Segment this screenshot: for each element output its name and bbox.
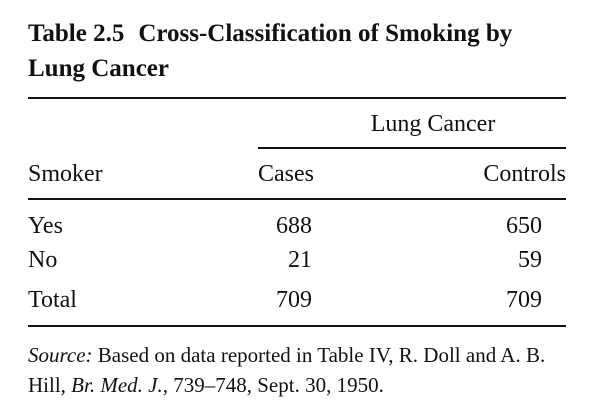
source-prefix: Source: — [28, 343, 93, 367]
cell-cases: 21 — [288, 247, 312, 273]
row-label: No — [28, 247, 58, 273]
row-header: Smoker — [28, 161, 103, 187]
cell-controls: 59 — [518, 247, 542, 273]
table-label: Table 2.5 — [28, 20, 125, 47]
source-note: Source: Based on data reported in Table … — [28, 340, 588, 400]
table-title: Table 2.5 Cross-Classification of Smoking… — [28, 16, 588, 86]
spanner-heading: Lung Cancer — [370, 111, 496, 137]
total-cases: 709 — [276, 287, 312, 313]
spanner-rule — [258, 147, 566, 149]
total-controls: 709 — [506, 287, 542, 313]
source-journal: Br. Med. J. — [71, 373, 163, 397]
header-rule — [28, 198, 566, 200]
header-cases: Cases — [258, 161, 314, 187]
total-label: Total — [28, 287, 77, 313]
source-text-b: , 739–748, Sept. 30, 1950. — [162, 373, 384, 397]
bottom-rule — [28, 325, 566, 327]
row-label: Yes — [28, 213, 63, 239]
table-title-line2: Lung Cancer — [28, 55, 169, 82]
table-title-line1: Cross-Classification of Smoking by — [138, 20, 513, 47]
top-rule — [28, 97, 566, 99]
source-text-a: Based on data reported in Table IV, R. D… — [28, 343, 546, 397]
cell-cases: 688 — [276, 213, 312, 239]
cell-controls: 650 — [506, 213, 542, 239]
header-controls: Controls — [483, 161, 566, 187]
